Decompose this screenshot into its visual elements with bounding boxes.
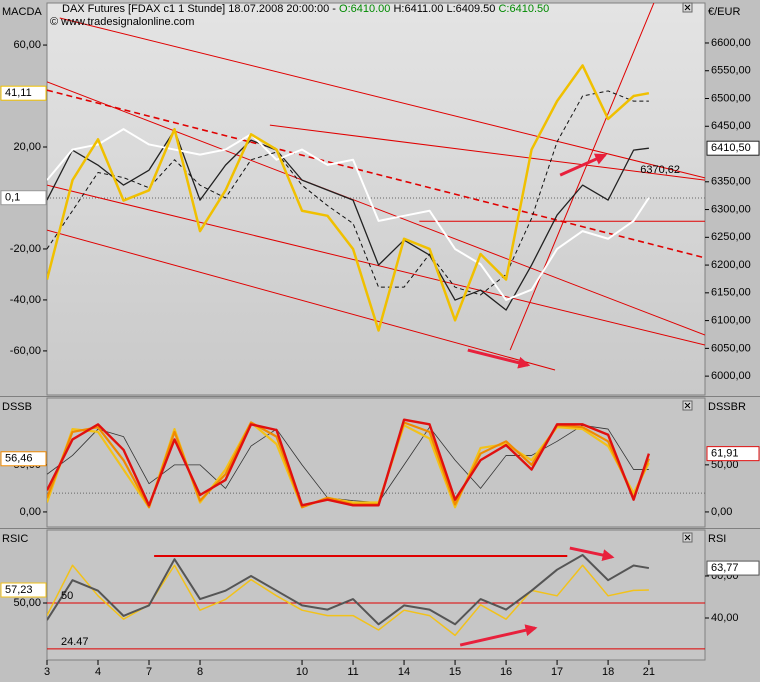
trend-line (47, 229, 556, 371)
trend-line (47, 184, 705, 346)
x-tick-label: 4 (95, 666, 101, 678)
series-line (47, 128, 650, 301)
series-line (47, 553, 650, 626)
arrow (569, 546, 615, 561)
value-label: 0,1 (5, 192, 20, 204)
value-box (0, 85, 47, 101)
axis-label: €/EUR (708, 6, 740, 18)
close-button[interactable] (682, 400, 693, 411)
x-tick-label: 14 (398, 666, 410, 678)
plot-area (47, 418, 705, 509)
y2-tick-label: 40,00 (711, 612, 739, 624)
x-tick-label: 16 (500, 666, 512, 678)
y2-tick-label: 6450,00 (711, 120, 751, 132)
panel-title: DSSB (2, 401, 32, 413)
axis-label: RSI (708, 533, 726, 545)
panel-dss (46, 397, 706, 528)
arrow (467, 348, 531, 369)
x-tick-label: 18 (602, 666, 614, 678)
y2-tick-label: 0,00 (711, 506, 732, 518)
value-label: 56,46 (5, 453, 33, 465)
y2-tick-label: 50,00 (711, 459, 739, 471)
source: © www.tradesignalonline.com (50, 16, 194, 28)
y2-tick-label: 6500,00 (711, 92, 751, 104)
series-line (47, 64, 650, 332)
value-box (0, 451, 47, 467)
header-part: DAX Futures [FDAX c1 1 Stunde] 18.07.200… (62, 3, 336, 15)
y-tick-label: 20,00 (13, 141, 41, 153)
y2-tick-label: 6550,00 (711, 65, 751, 77)
plot-area (47, 3, 705, 371)
header-part: L:6409.50 (446, 3, 495, 15)
value-label: 57,23 (5, 584, 33, 596)
y-tick-label: 60,00 (13, 39, 41, 51)
trend-line (47, 89, 705, 259)
panel-main (46, 2, 706, 396)
trend-line (59, 17, 705, 179)
y-tick-label: 50,00 (13, 597, 41, 609)
x-tick-label: 10 (296, 666, 308, 678)
trend-line (509, 3, 655, 351)
close-button[interactable] (682, 532, 693, 543)
value-label: 61,91 (711, 448, 739, 460)
x-tick-label: 21 (643, 666, 655, 678)
annotation: 6370,62 (640, 164, 680, 176)
y2-tick-label: 6100,00 (711, 315, 751, 327)
y-tick-label: -60,00 (10, 345, 41, 357)
y-tick-label: 0,00 (20, 506, 41, 518)
value-label: 63,77 (711, 562, 739, 574)
panel-title: RSIC (2, 533, 28, 545)
y2-tick-label: 6150,00 (711, 287, 751, 299)
value-box (0, 190, 47, 206)
value-box (0, 582, 47, 598)
y2-tick-label: 6300,00 (711, 203, 751, 215)
axis-label: DSSBR (708, 401, 746, 413)
y-tick-label: -40,00 (10, 294, 41, 306)
header-part: H:6411.00 (393, 3, 443, 15)
value-label: 41,11 (5, 87, 32, 99)
y2-tick-label: 6250,00 (711, 231, 751, 243)
y2-tick-label: 6600,00 (711, 37, 751, 49)
value-box (706, 560, 760, 576)
reference-label: 24.47 (61, 636, 89, 648)
close-button[interactable] (682, 2, 693, 13)
trend-line (269, 124, 705, 181)
y-tick-label: -20,00 (10, 243, 41, 255)
plot-area (47, 546, 705, 650)
y2-tick-label: 6000,00 (711, 370, 751, 382)
value-label: 6410,50 (711, 142, 751, 154)
x-tick-label: 15 (449, 666, 461, 678)
reference-label: 50 (61, 590, 73, 602)
x-tick-label: 8 (197, 666, 203, 678)
chart-header: DAX Futures [FDAX c1 1 Stunde] 18.07.200… (62, 3, 549, 15)
arrow (559, 153, 608, 177)
arrow (459, 624, 538, 647)
trend-line (47, 81, 705, 336)
x-tick-label: 7 (146, 666, 152, 678)
value-box (706, 446, 760, 462)
y2-tick-label: 6350,00 (711, 176, 751, 188)
y2-tick-label: 6200,00 (711, 259, 751, 271)
series-line (47, 418, 651, 507)
x-tick-label: 3 (44, 666, 50, 678)
series-line (47, 424, 649, 503)
panel-title: MACDA (2, 6, 42, 18)
x-tick-label: 17 (551, 666, 563, 678)
value-box (706, 140, 760, 156)
series-line (47, 90, 649, 296)
y2-tick-label: 6050,00 (711, 342, 751, 354)
header-part: O:6410.00 (339, 3, 390, 15)
x-tick-label: 11 (347, 666, 358, 678)
header-part: C:6410.50 (498, 3, 549, 15)
series-line (47, 129, 649, 311)
panel-rsi (46, 529, 706, 661)
